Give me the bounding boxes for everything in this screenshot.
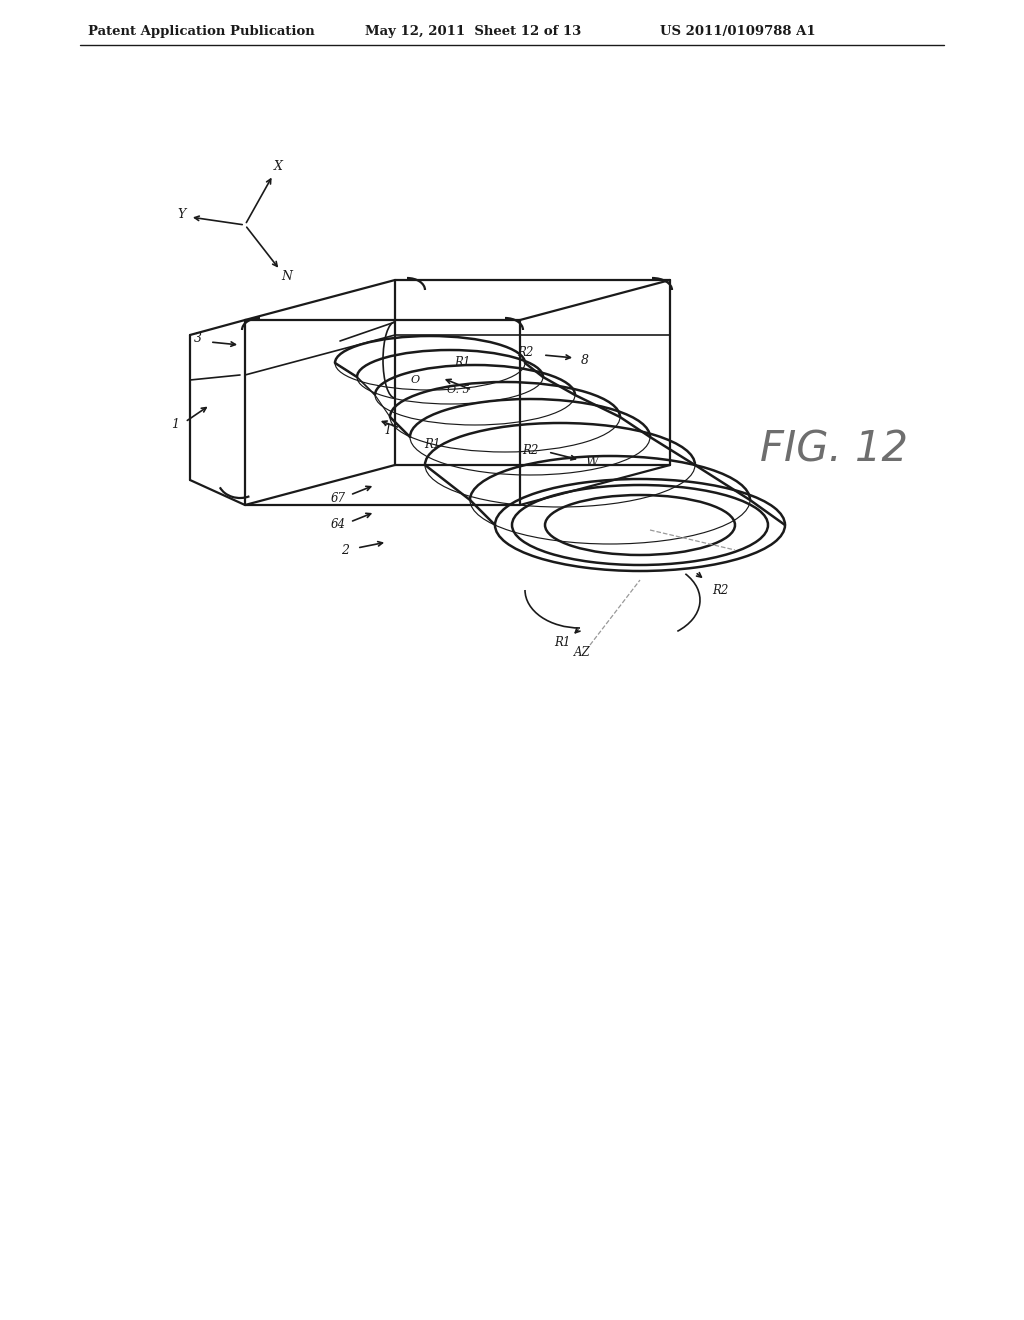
Text: O: O (411, 375, 420, 385)
Text: May 12, 2011  Sheet 12 of 13: May 12, 2011 Sheet 12 of 13 (365, 25, 582, 38)
Text: N: N (282, 271, 293, 284)
Text: R1: R1 (454, 355, 470, 368)
Text: W: W (586, 455, 598, 469)
Text: R2: R2 (522, 444, 539, 457)
Text: 3: 3 (194, 331, 202, 345)
Text: 1: 1 (171, 418, 179, 432)
Text: R1: R1 (424, 438, 440, 451)
Text: AZ: AZ (573, 645, 590, 659)
Text: O. 5: O. 5 (446, 385, 469, 395)
Text: US 2011/0109788 A1: US 2011/0109788 A1 (660, 25, 816, 38)
Text: 64: 64 (331, 519, 345, 532)
Text: R2: R2 (712, 583, 728, 597)
Text: 8: 8 (581, 354, 589, 367)
Text: X: X (273, 161, 283, 173)
Text: T: T (384, 424, 392, 437)
Text: 67: 67 (331, 491, 345, 504)
Text: Patent Application Publication: Patent Application Publication (88, 25, 314, 38)
Text: Y: Y (177, 209, 185, 222)
Text: 2: 2 (341, 544, 349, 557)
Text: R2: R2 (517, 346, 534, 359)
Text: FIG. 12: FIG. 12 (760, 429, 908, 471)
Text: R1: R1 (554, 635, 570, 648)
